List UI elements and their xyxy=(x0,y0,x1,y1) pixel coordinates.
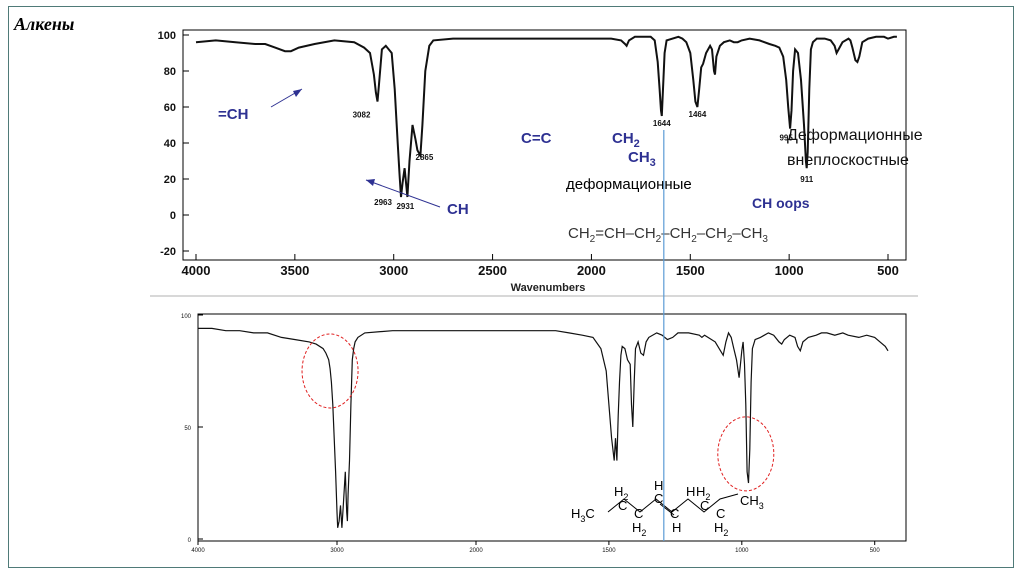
peak-label: 2865 xyxy=(416,153,434,162)
eq-ch-arrowhead xyxy=(293,89,302,97)
top-x-tick-label: 500 xyxy=(877,263,899,278)
top-x-tick-label: 2500 xyxy=(478,263,507,278)
peak-label: 995 xyxy=(779,134,793,143)
formula-bot-c-b: C xyxy=(670,506,679,521)
bottom-y-tick-label: 0 xyxy=(188,538,192,544)
top-x-tick-label: 3500 xyxy=(280,263,309,278)
formula-top-h-b: H xyxy=(654,478,663,493)
ch-arrowhead xyxy=(366,179,375,186)
peak-label: 2963 xyxy=(374,198,392,207)
top-x-tick-label: 4000 xyxy=(182,263,211,278)
formula-top-c-b: C xyxy=(654,491,663,506)
peak-label: 1644 xyxy=(653,119,671,128)
top-x-tick-label: 1000 xyxy=(775,263,804,278)
bottom-x-tick-label: 1500 xyxy=(602,548,616,554)
bottom-x-tick-label: 4000 xyxy=(191,548,205,554)
formula-double-bond xyxy=(659,503,675,516)
formula-top-h2-a: H2 xyxy=(614,484,628,502)
formula-bot-h2-a: H2 xyxy=(632,520,646,538)
bottom-x-tick-label: 3000 xyxy=(330,548,344,554)
formula-top-c-d: C xyxy=(700,498,709,513)
bottom-x-tick-label: 1000 xyxy=(735,548,749,554)
top-x-axis-title: Wavenumbers xyxy=(511,282,586,294)
formula-bot-c-c: C xyxy=(716,506,725,521)
deform-label: деформационные xyxy=(566,176,692,193)
bottom-y-tick-label: 100 xyxy=(181,314,192,320)
formula-top-h-c: H xyxy=(686,484,695,499)
bottom-spectrum-line xyxy=(198,327,889,528)
top-y-tick-label: 40 xyxy=(164,138,176,150)
peak-label: 911 xyxy=(800,175,813,184)
top-ir-spectrum: 100 80 60 40 20 0 -20 4000 3500 3000 2500 2000 1500… xyxy=(158,29,923,294)
peak-label: 3082 xyxy=(353,111,371,120)
top-x-tick-label: 1500 xyxy=(676,263,705,278)
peak-label: 2931 xyxy=(396,202,414,211)
peak-highlight-circle xyxy=(717,416,775,492)
bottom-y-tick-label: 50 xyxy=(184,426,191,432)
ch-label: CH xyxy=(447,201,469,218)
cc-label: C=C xyxy=(521,130,552,147)
side-note-line1: Деформационные xyxy=(787,127,923,144)
top-plot-frame xyxy=(182,29,907,261)
top-y-tick-label: 20 xyxy=(164,174,176,186)
top-y-tick-label: -20 xyxy=(160,246,176,258)
top-y-tick-label: 0 xyxy=(170,210,176,222)
eq-ch-label: =CH xyxy=(218,106,248,123)
peak-highlight-circle xyxy=(301,333,359,409)
top-y-tick-label: 100 xyxy=(158,30,176,42)
formula-top-c-a: C xyxy=(618,498,627,513)
peak-label: 1464 xyxy=(689,110,707,119)
top-formula: CH2=CH–CH2–CH2–CH2–CH3 xyxy=(568,225,768,245)
bottom-x-tick-label: 500 xyxy=(870,548,881,554)
top-x-tick-label: 3000 xyxy=(379,263,408,278)
formula-top-h2-d: H2 xyxy=(696,484,710,502)
formula-end-left: H3C xyxy=(571,506,595,524)
bottom-structural-formula: H3C H2 C H C H H2 C C H2 C H C H2 CH3 xyxy=(571,478,764,538)
bottom-plot-frame xyxy=(197,313,907,542)
top-spectrum-line xyxy=(195,35,897,198)
ch-oops-label: CH oops xyxy=(752,195,810,211)
slide-title: Алкены xyxy=(13,14,74,34)
slide-frame xyxy=(8,6,1014,568)
ch2-label: CH2 xyxy=(612,130,640,150)
top-y-tick-label: 80 xyxy=(164,66,176,78)
bottom-x-tick-label: 2000 xyxy=(469,548,483,554)
side-note-line2: внеплоскостные xyxy=(787,152,909,169)
formula-bot-c-a: C xyxy=(634,506,643,521)
ch-arrow xyxy=(365,179,441,208)
formula-bonds xyxy=(607,493,739,513)
top-y-tick-label: 60 xyxy=(164,102,176,114)
formula-bot-h2-c: H2 xyxy=(714,520,728,538)
top-x-tick-label: 2000 xyxy=(577,263,606,278)
ch3-label: CH3 xyxy=(628,149,656,169)
formula-bot-h-b: H xyxy=(672,520,681,535)
formula-end-right: CH3 xyxy=(740,493,764,511)
